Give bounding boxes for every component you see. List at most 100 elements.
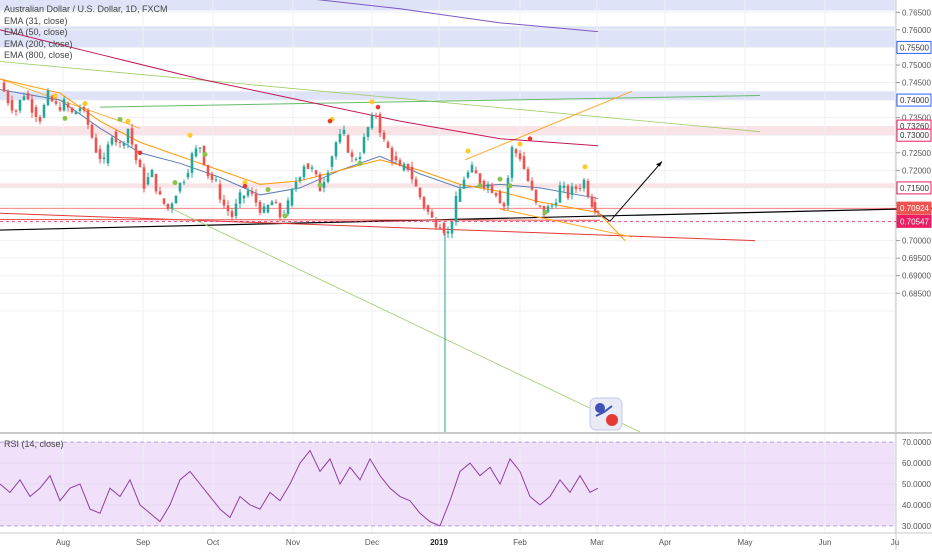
candle bbox=[358, 152, 362, 163]
candle bbox=[534, 189, 538, 206]
candle bbox=[422, 195, 426, 211]
candle-body bbox=[374, 115, 378, 117]
price-tick-label: 0.75000 bbox=[902, 61, 931, 70]
candle-body bbox=[474, 170, 478, 174]
symbol-title[interactable]: Australian Dollar / U.S. Dollar, 1D, FXC… bbox=[4, 4, 168, 14]
candle-body bbox=[446, 231, 450, 234]
candle-body bbox=[322, 181, 326, 188]
candle bbox=[178, 182, 182, 194]
price-tick-label: 0.72000 bbox=[902, 166, 931, 175]
price-tick-label: 0.70000 bbox=[902, 237, 931, 246]
candle-body bbox=[534, 189, 538, 203]
candle bbox=[326, 169, 330, 184]
candle-body bbox=[218, 184, 222, 200]
candle-body bbox=[190, 153, 194, 173]
candle-body bbox=[418, 187, 422, 198]
candle-body bbox=[314, 170, 318, 175]
candle-body bbox=[362, 136, 366, 153]
legend-ema200[interactable]: EMA (200, close) bbox=[4, 38, 73, 49]
candle bbox=[62, 96, 66, 112]
candle-body bbox=[118, 142, 122, 144]
candle-body bbox=[274, 201, 278, 204]
candle-body bbox=[458, 188, 462, 202]
candle-body bbox=[466, 172, 470, 178]
price-level-tag-bg bbox=[896, 40, 932, 54]
candle-body bbox=[422, 197, 426, 208]
candle bbox=[290, 188, 294, 208]
candle-body bbox=[426, 205, 430, 212]
legend-ema50[interactable]: EMA (50, close) bbox=[4, 27, 68, 37]
price-tick-label: 0.73500 bbox=[902, 114, 931, 123]
candle-body bbox=[498, 191, 502, 204]
candle bbox=[66, 101, 70, 112]
signal-dot-green bbox=[477, 183, 483, 189]
candle bbox=[486, 181, 490, 194]
candle bbox=[2, 79, 6, 93]
candle bbox=[210, 171, 214, 183]
candle-body bbox=[238, 192, 242, 204]
candle bbox=[58, 102, 62, 112]
candle bbox=[122, 141, 126, 149]
candle bbox=[298, 176, 302, 184]
candle-body bbox=[470, 164, 474, 173]
candle bbox=[114, 129, 118, 146]
price-tick-label: 0.76000 bbox=[902, 26, 931, 35]
candle bbox=[342, 125, 346, 137]
rsi-legend[interactable]: RSI (14, close) bbox=[4, 439, 64, 449]
candle-body bbox=[226, 205, 230, 212]
candle-body bbox=[6, 91, 10, 104]
candle bbox=[522, 151, 526, 170]
price-tick-label: 0.74500 bbox=[902, 79, 931, 88]
trendline-green-descending bbox=[0, 61, 761, 133]
candle bbox=[162, 198, 166, 206]
candle bbox=[558, 181, 562, 204]
candle-body bbox=[506, 177, 510, 206]
signal-dot-yellow bbox=[187, 132, 193, 138]
candle bbox=[38, 114, 42, 125]
signal-dot-green bbox=[542, 209, 548, 215]
candle-body bbox=[490, 184, 494, 193]
candle-body bbox=[406, 163, 410, 170]
candle bbox=[454, 191, 458, 226]
candle-body bbox=[54, 101, 58, 104]
candle-body bbox=[442, 223, 446, 234]
sr-zone-4 bbox=[0, 183, 896, 188]
candle-body bbox=[26, 93, 30, 100]
candle-body bbox=[590, 196, 594, 207]
sr-zone-1 bbox=[0, 26, 896, 48]
candle-body bbox=[338, 133, 342, 143]
candle bbox=[102, 152, 106, 164]
candle-body bbox=[110, 137, 114, 145]
candle-body bbox=[278, 203, 282, 218]
signal-dot-red bbox=[327, 118, 333, 124]
candle bbox=[218, 179, 222, 204]
ema200-line bbox=[0, 29, 599, 147]
price-level-tag: 0.71500 bbox=[896, 181, 932, 195]
candle bbox=[214, 176, 218, 183]
candle bbox=[190, 151, 194, 178]
candle-body bbox=[434, 219, 438, 228]
signal-dot-green bbox=[117, 116, 123, 122]
signal-dot-green bbox=[62, 115, 68, 121]
candle bbox=[494, 192, 498, 198]
channel-orange-lower bbox=[499, 208, 633, 238]
candle bbox=[346, 134, 350, 154]
signal-dot-yellow bbox=[465, 148, 471, 154]
candle-body bbox=[138, 159, 142, 168]
candle-body bbox=[570, 186, 574, 195]
candle-body bbox=[510, 147, 514, 178]
candle bbox=[230, 208, 234, 221]
candle bbox=[70, 106, 74, 114]
candle-body bbox=[582, 179, 586, 189]
candle bbox=[458, 183, 462, 203]
legend-ema800[interactable]: EMA (800, close) bbox=[4, 50, 73, 60]
candle bbox=[186, 168, 190, 180]
candle-body bbox=[58, 107, 62, 111]
candle-body bbox=[62, 98, 66, 111]
legend-ema31[interactable]: EMA (31, close) bbox=[4, 15, 68, 26]
candle-body bbox=[234, 203, 238, 216]
candle bbox=[506, 175, 510, 211]
candle bbox=[138, 158, 142, 168]
